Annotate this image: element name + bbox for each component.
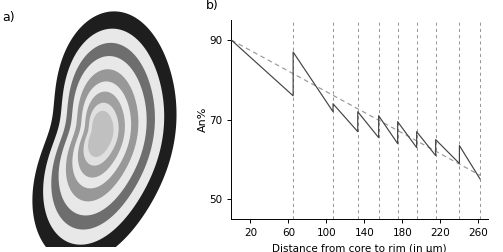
- Polygon shape: [88, 111, 114, 157]
- X-axis label: Distance from core to rim (in μm): Distance from core to rim (in μm): [272, 244, 447, 252]
- Text: b): b): [206, 0, 218, 12]
- Polygon shape: [43, 29, 164, 245]
- Polygon shape: [58, 56, 147, 215]
- Text: a): a): [2, 11, 15, 24]
- Polygon shape: [66, 69, 138, 201]
- Y-axis label: An%: An%: [198, 107, 208, 132]
- Polygon shape: [51, 43, 155, 230]
- Polygon shape: [32, 11, 177, 252]
- Polygon shape: [72, 81, 131, 188]
- Polygon shape: [78, 91, 125, 178]
- Polygon shape: [83, 103, 119, 166]
